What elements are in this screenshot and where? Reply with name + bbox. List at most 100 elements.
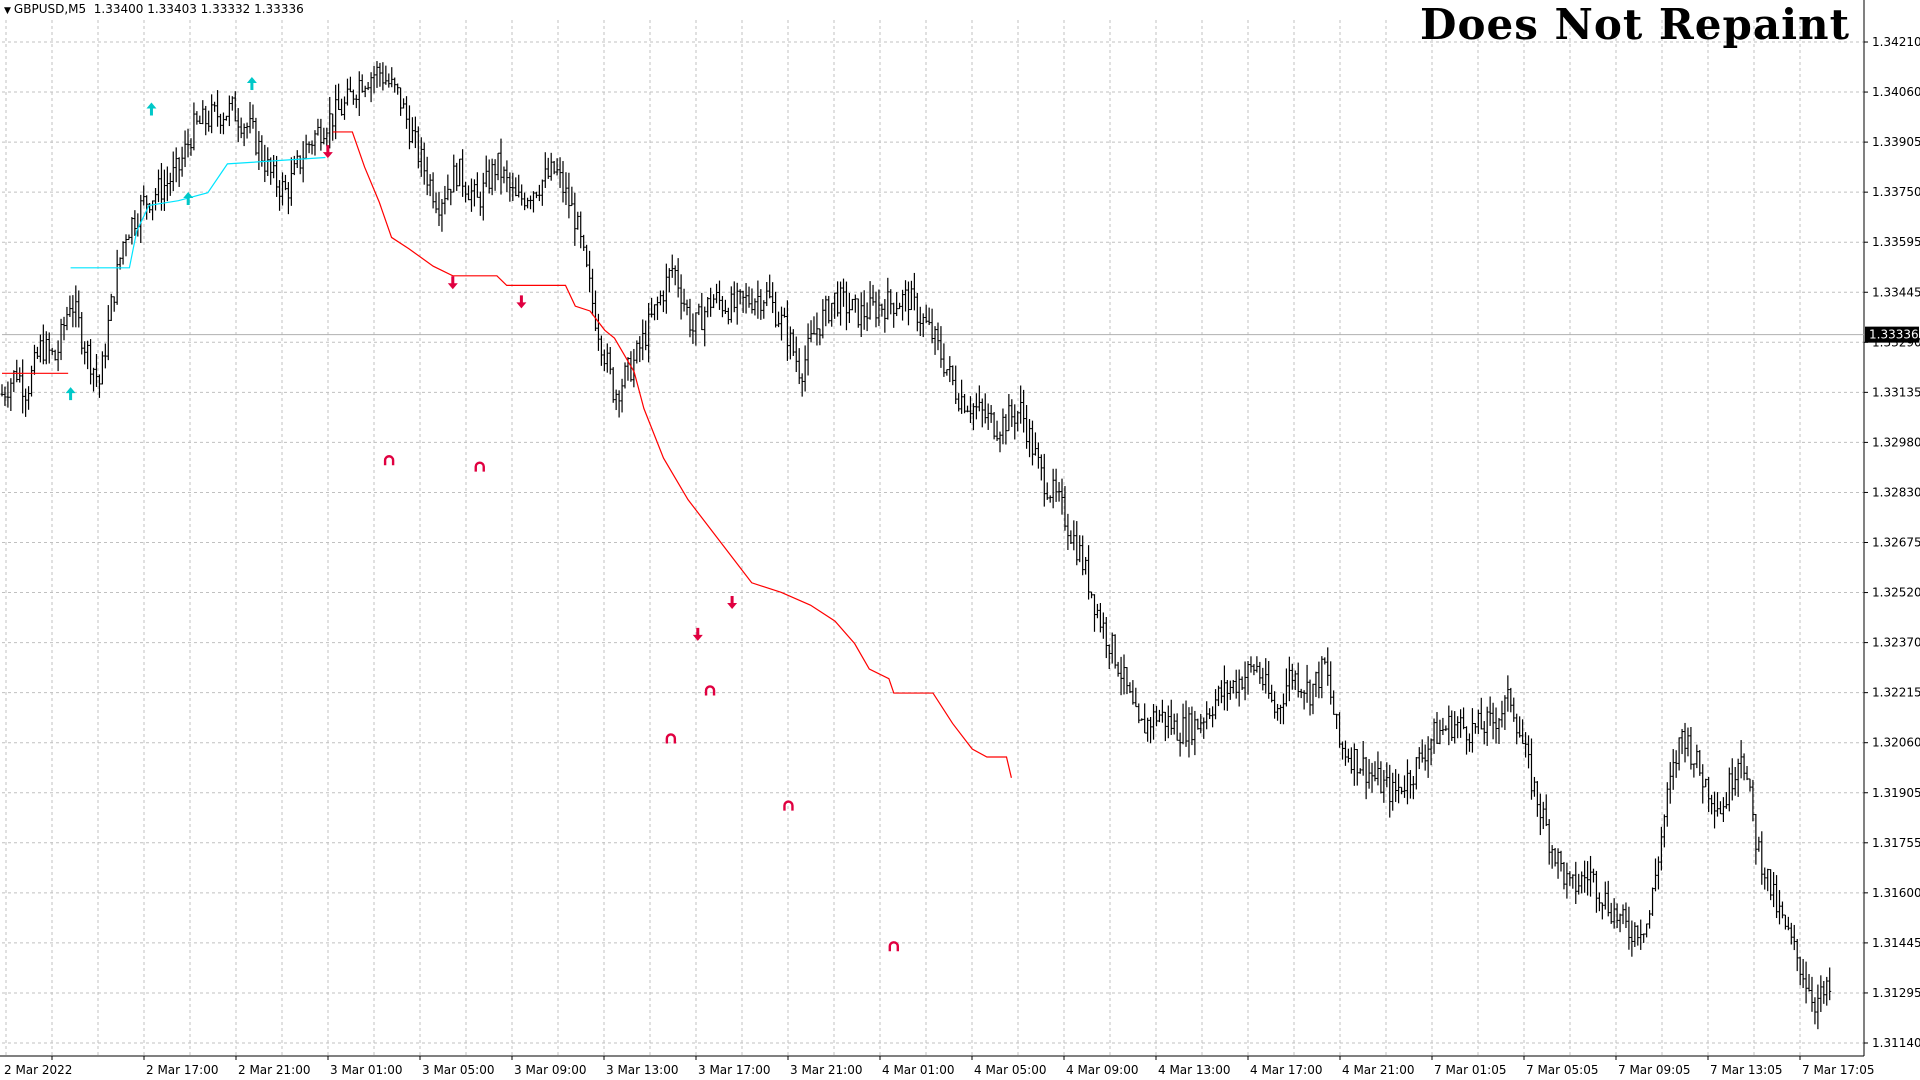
price-bar xyxy=(1273,691,1277,719)
price-bar xyxy=(1391,772,1395,811)
price-bar xyxy=(443,185,447,215)
price-bar xyxy=(599,335,603,366)
price-bar xyxy=(53,349,57,361)
price-bar xyxy=(1674,750,1678,778)
price-bar xyxy=(912,272,916,311)
price-bar xyxy=(183,130,187,168)
price-bar xyxy=(747,286,751,308)
price-bar xyxy=(313,130,317,156)
price-bar xyxy=(1586,861,1590,896)
take-profit-icon xyxy=(704,685,716,696)
price-bar xyxy=(555,158,559,176)
price-bar xyxy=(65,306,69,331)
price-bar xyxy=(549,152,553,181)
price-bar xyxy=(726,307,730,325)
price-bar xyxy=(416,126,420,169)
price-bar xyxy=(768,274,772,299)
price-bar xyxy=(496,152,500,181)
x-tick-label: 2 Mar 2022 xyxy=(4,1063,72,1077)
price-bar xyxy=(1169,699,1173,735)
price-bar xyxy=(360,74,364,93)
price-bar xyxy=(1479,697,1483,730)
sell-arrow-icon xyxy=(447,276,458,290)
price-bar xyxy=(871,284,875,306)
price-bar xyxy=(1420,739,1424,763)
x-tick-label: 3 Mar 13:00 xyxy=(606,1063,679,1077)
price-bar xyxy=(112,296,116,312)
price-bar xyxy=(1157,709,1161,723)
price-bar xyxy=(827,295,831,324)
price-bar xyxy=(582,234,586,251)
price-bar xyxy=(218,113,222,134)
price-bar xyxy=(413,116,417,149)
x-tick-label: 2 Mar 17:00 xyxy=(146,1063,219,1077)
price-bar xyxy=(50,347,54,356)
price-bar xyxy=(337,83,341,111)
price-bar xyxy=(1054,468,1058,502)
collapse-triangle-icon[interactable]: ▼ xyxy=(4,6,11,16)
price-bar xyxy=(210,94,214,134)
price-bar xyxy=(800,373,804,397)
y-tick-label: 1.33135 xyxy=(1872,385,1920,399)
price-bar xyxy=(1828,967,1832,1001)
price-bar xyxy=(918,306,922,337)
buy-arrow-icon xyxy=(183,192,194,206)
price-bar xyxy=(715,283,719,304)
price-bar xyxy=(1196,718,1200,730)
price-bar xyxy=(1305,664,1309,703)
price-bar xyxy=(1707,776,1711,813)
price-bar xyxy=(735,282,739,325)
price-bar xyxy=(712,294,716,309)
price-bar xyxy=(1154,705,1158,727)
price-bar xyxy=(35,346,39,359)
x-tick-label: 4 Mar 13:00 xyxy=(1158,1063,1231,1077)
price-bar xyxy=(1727,767,1731,812)
price-bar xyxy=(1441,717,1445,736)
price-bar xyxy=(1783,914,1787,930)
price-bar xyxy=(1276,703,1280,721)
y-tick-label: 1.31295 xyxy=(1872,986,1920,1000)
bear-trend-line xyxy=(332,131,1012,778)
price-bar xyxy=(1600,902,1604,920)
price-bar xyxy=(1630,920,1634,957)
price-bar xyxy=(348,76,352,93)
price-bar xyxy=(47,332,51,364)
price-bar xyxy=(478,191,482,216)
price-bar xyxy=(369,72,373,103)
y-tick-label: 1.31905 xyxy=(1872,786,1920,800)
price-bar xyxy=(570,186,574,207)
price-bar xyxy=(1104,617,1108,659)
price-bar xyxy=(1512,697,1516,722)
price-bar xyxy=(1780,901,1784,919)
price-bar xyxy=(921,313,925,338)
price-bar xyxy=(1199,713,1203,734)
price-bar xyxy=(1231,679,1235,694)
price-bar xyxy=(1095,603,1099,619)
price-bar xyxy=(1007,394,1011,432)
y-tick-label: 1.32060 xyxy=(1872,736,1920,750)
price-bar xyxy=(892,302,896,328)
price-bar xyxy=(171,151,175,192)
price-bar xyxy=(1163,711,1167,742)
take-profit-icon xyxy=(665,733,677,744)
price-bar xyxy=(239,117,243,139)
price-bar xyxy=(1281,693,1285,725)
price-bar xyxy=(1039,454,1043,481)
price-bar xyxy=(130,217,134,245)
price-bar xyxy=(434,192,438,214)
price-bar xyxy=(930,308,934,344)
price-bar xyxy=(499,138,503,195)
price-bar xyxy=(1308,679,1312,716)
price-bar xyxy=(1689,726,1693,770)
price-bar xyxy=(38,334,42,363)
price-bar xyxy=(1063,486,1067,531)
price-bar xyxy=(1267,661,1271,699)
price-bar xyxy=(30,365,34,397)
price-bar xyxy=(1358,768,1362,774)
price-bar xyxy=(951,365,955,386)
price-bar xyxy=(585,244,589,268)
price-bar xyxy=(289,157,293,206)
price-bar xyxy=(1710,794,1714,815)
price-bar xyxy=(278,180,282,211)
